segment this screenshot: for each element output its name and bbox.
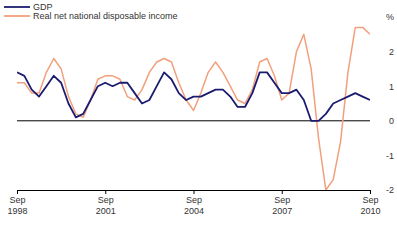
x-tick: Sep2010 — [360, 190, 380, 216]
x-tick-label-part: 2010 — [360, 206, 380, 216]
y-tick-label: 1 — [389, 82, 394, 92]
x-tick: Sep2001 — [96, 190, 116, 216]
y-tick: % — [370, 12, 394, 22]
chart: -2-1012%Sep1998Sep2001Sep2004Sep2007Sep2… — [0, 0, 397, 227]
x-tick-label: Sep2010 — [360, 195, 380, 216]
y-tick-label: -1 — [386, 151, 394, 161]
x-tick: Sep1998 — [7, 190, 27, 216]
y-axis: -2 -1 0 1 2% — [370, 12, 394, 195]
x-tick-label-part: Sep — [98, 195, 114, 205]
x-tick-mark — [370, 190, 371, 194]
x-axis-line — [18, 191, 371, 195]
x-tick: Sep2007 — [272, 190, 292, 216]
y-tick-label: 0 — [389, 116, 394, 126]
x-tick-label: Sep2004 — [184, 195, 204, 216]
series-line — [17, 27, 370, 190]
x-tick-label-part: Sep — [362, 195, 378, 205]
legend-label: Real net national disposable income — [33, 11, 178, 21]
y-tick-label: % — [386, 12, 394, 22]
x-tick-label: Sep2007 — [272, 195, 292, 216]
series-line — [17, 72, 370, 120]
x-tick-label: Sep2001 — [96, 195, 116, 216]
x-tick-mark — [282, 190, 283, 194]
legend-swatch — [4, 15, 30, 17]
x-tick-label-part: 2004 — [184, 206, 204, 216]
x-tick-mark — [17, 190, 18, 194]
x-tick-label-part: 1998 — [7, 206, 27, 216]
x-tick-mark — [194, 190, 195, 194]
x-tick-mark — [105, 190, 106, 194]
y-tick: 0 — [370, 116, 394, 126]
x-axis: Sep1998Sep2001Sep2004Sep2007Sep2010 — [7, 190, 380, 216]
y-tick: -2 — [370, 185, 394, 195]
y-tick: 2 — [370, 47, 394, 57]
x-tick-label-part: 2001 — [96, 206, 116, 216]
y-tick-label: -2 — [386, 185, 394, 195]
x-tick-label-part: 2007 — [272, 206, 292, 216]
legend: GDPReal net national disposable income — [4, 2, 178, 21]
x-tick-label-part: Sep — [9, 195, 25, 205]
x-tick-label-part: Sep — [274, 195, 290, 205]
plot-area — [17, 27, 370, 190]
y-tick: -1 — [370, 151, 394, 161]
x-tick-label: Sep1998 — [7, 195, 27, 216]
x-tick: Sep2004 — [184, 190, 204, 216]
y-axis-line — [370, 18, 371, 191]
legend-swatch — [4, 6, 30, 8]
y-tick: 1 — [370, 82, 394, 92]
y-tick-label: 2 — [389, 47, 394, 57]
x-tick-label-part: Sep — [186, 195, 202, 205]
